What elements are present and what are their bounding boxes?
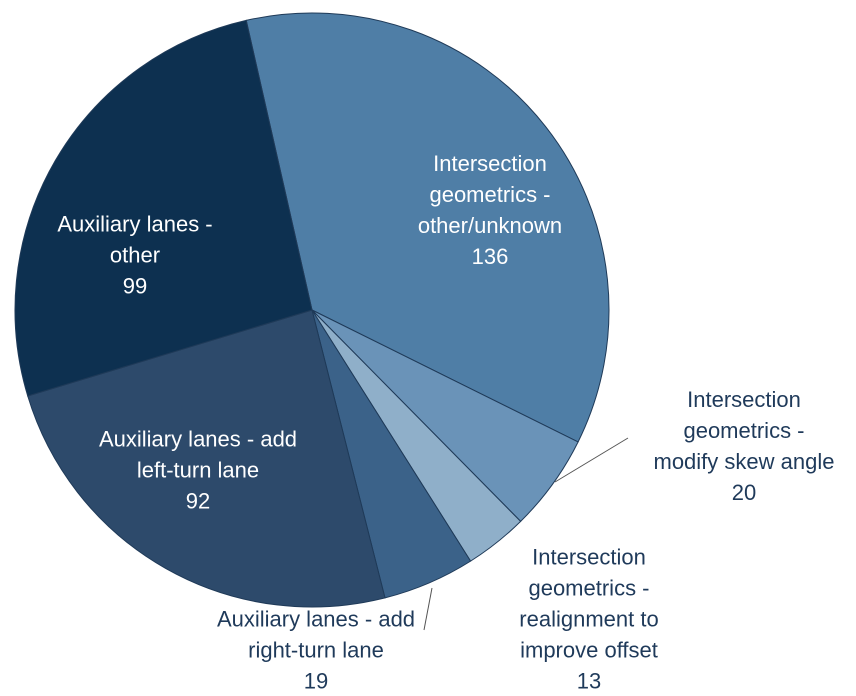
pie-slice	[14, 19, 313, 397]
label-value: 92	[185, 488, 211, 514]
slice-label: Auxiliary lanes - add left-turn lane 92	[96, 424, 301, 517]
label-value: 99	[122, 273, 148, 299]
label-value: 136	[471, 244, 509, 269]
label-value: 19	[303, 668, 329, 694]
pie-slice	[27, 309, 386, 608]
pie-slice	[245, 12, 610, 443]
slice-label: Intersection geometrics - modify skew an…	[651, 384, 837, 508]
leader-line	[554, 437, 629, 483]
label-name: Auxiliary lanes - add right-turn lane	[216, 606, 416, 663]
label-name: Auxiliary lanes - other	[57, 211, 213, 268]
slice-label: Auxiliary lanes - other 99	[40, 209, 230, 302]
slice-label: Auxiliary lanes - add right-turn lane 19	[209, 604, 424, 696]
label-name: Intersection geometrics - realignment to…	[519, 544, 659, 663]
label-value: 13	[576, 668, 602, 694]
slice-label: Intersection geometrics - other/unknown 1…	[403, 148, 578, 272]
leader-line	[423, 587, 433, 631]
label-name: Intersection geometrics - modify skew an…	[653, 387, 835, 474]
slice-label: Intersection geometrics - realignment to…	[504, 542, 674, 696]
label-name: Auxiliary lanes - add left-turn lane	[98, 426, 298, 483]
label-name: Intersection geometrics - other/unknown	[417, 151, 563, 238]
label-value: 20	[731, 480, 757, 505]
